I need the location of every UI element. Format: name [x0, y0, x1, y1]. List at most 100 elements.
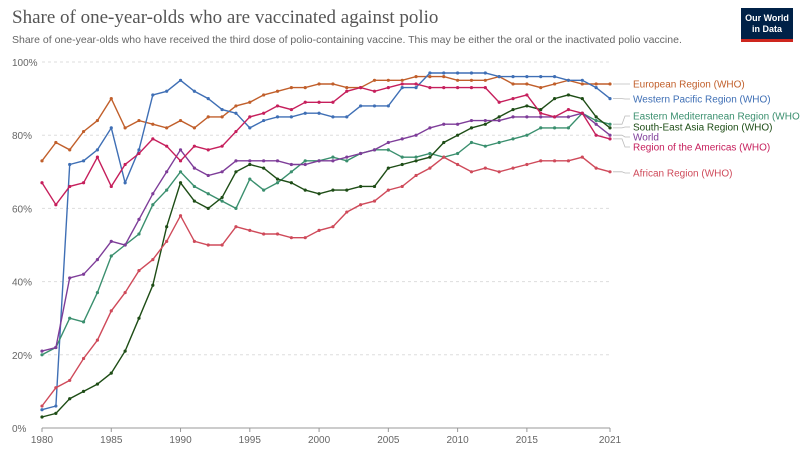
data-point	[123, 349, 127, 353]
x-tick-label: 2015	[516, 435, 539, 446]
series-western-pacific-region-who[interactable]	[40, 71, 612, 412]
owid-logo[interactable]: Our World in Data	[741, 8, 793, 42]
data-point	[192, 89, 196, 93]
series-line[interactable]	[41, 112, 611, 352]
series-line[interactable]	[41, 94, 611, 418]
data-point	[539, 159, 543, 163]
legend-label[interactable]: World	[633, 133, 659, 144]
data-point	[206, 97, 210, 101]
data-point	[54, 404, 58, 408]
data-point	[456, 86, 460, 90]
data-point	[345, 86, 349, 90]
data-point	[594, 133, 598, 137]
data-point	[317, 82, 321, 86]
data-point	[497, 140, 501, 145]
data-point	[40, 408, 44, 412]
data-point	[580, 78, 584, 82]
data-point	[525, 162, 529, 167]
series-line[interactable]	[41, 75, 610, 162]
data-point	[275, 177, 280, 181]
data-point	[566, 159, 571, 163]
series-world[interactable]	[40, 111, 612, 353]
data-point	[608, 137, 612, 141]
data-point	[81, 181, 86, 185]
data-point	[331, 100, 335, 104]
data-point	[525, 115, 529, 119]
legend[interactable]: European Region (WHO) Western Pacific Reg…	[613, 80, 800, 180]
x-tick-label: 2021	[599, 435, 622, 446]
data-point	[151, 93, 155, 97]
data-point	[428, 126, 432, 130]
data-point	[414, 173, 418, 178]
data-point	[248, 162, 252, 167]
data-point	[456, 122, 460, 126]
data-point	[220, 170, 224, 174]
legend-item[interactable]: South-East Asia Region (WHO)	[613, 123, 773, 134]
data-point	[483, 122, 487, 126]
legend-item[interactable]: Region of the Americas (WHO)	[613, 138, 770, 154]
data-point	[206, 192, 210, 196]
legend-item[interactable]: Western Pacific Region (WHO)	[613, 95, 771, 106]
data-point	[525, 75, 529, 79]
data-point	[68, 162, 72, 167]
series-south-east-asia-region-who[interactable]	[40, 93, 612, 419]
data-point	[165, 239, 169, 243]
legend-label[interactable]: Eastern Mediterranean Region (WHO)	[633, 112, 800, 123]
legend-label[interactable]: African Region (WHO)	[633, 169, 732, 180]
legend-label[interactable]: European Region (WHO)	[633, 80, 745, 91]
data-point	[289, 181, 293, 185]
x-tick-label: 2005	[377, 435, 400, 446]
data-point	[580, 82, 584, 86]
data-point	[414, 86, 418, 90]
data-point	[81, 159, 86, 163]
data-point	[608, 133, 612, 137]
data-point	[303, 188, 307, 192]
series-line[interactable]	[41, 83, 611, 206]
data-point	[483, 71, 487, 75]
series-african-region-who[interactable]	[40, 155, 612, 408]
data-point	[331, 188, 335, 192]
data-point	[192, 199, 196, 203]
data-point	[386, 148, 390, 152]
data-point	[234, 111, 238, 115]
data-point	[359, 86, 363, 90]
data-point	[400, 162, 404, 167]
data-point	[456, 71, 460, 75]
data-point	[151, 192, 155, 196]
data-point	[289, 86, 293, 90]
data-point	[178, 78, 183, 82]
series-layer[interactable]	[40, 71, 612, 419]
data-point	[137, 269, 141, 273]
data-point	[206, 148, 210, 152]
legend-item[interactable]: Eastern Mediterranean Region (WHO)	[613, 112, 800, 125]
data-point	[40, 415, 44, 419]
legend-label[interactable]: Region of the Americas (WHO)	[633, 143, 770, 154]
data-point	[566, 107, 571, 112]
data-point	[289, 170, 293, 174]
series-eastern-mediterranean-region-who[interactable]	[40, 111, 612, 357]
legend-label[interactable]: Western Pacific Region (WHO)	[633, 95, 771, 106]
x-tick-label: 1995	[239, 435, 262, 446]
series-region-of-the-americas-who[interactable]	[40, 82, 612, 207]
data-point	[95, 148, 100, 152]
x-tick-label: 1990	[169, 435, 192, 446]
data-point	[456, 133, 460, 137]
data-point	[539, 115, 543, 119]
series-european-region-who[interactable]	[40, 75, 612, 163]
data-point	[206, 243, 210, 247]
data-point	[566, 93, 571, 97]
legend-label[interactable]: South-East Asia Region (WHO)	[633, 123, 773, 134]
legend-item[interactable]: World	[613, 133, 659, 144]
data-point	[262, 188, 266, 192]
series-line[interactable]	[41, 112, 611, 356]
data-point	[345, 155, 349, 159]
data-point	[525, 93, 529, 97]
data-point	[289, 107, 293, 112]
legend-item[interactable]: African Region (WHO)	[613, 169, 732, 180]
series-line[interactable]	[41, 156, 611, 407]
data-point	[442, 122, 446, 126]
legend-item[interactable]: European Region (WHO)	[613, 80, 745, 91]
data-point	[262, 111, 266, 115]
data-point	[428, 75, 432, 79]
data-point	[123, 290, 127, 295]
